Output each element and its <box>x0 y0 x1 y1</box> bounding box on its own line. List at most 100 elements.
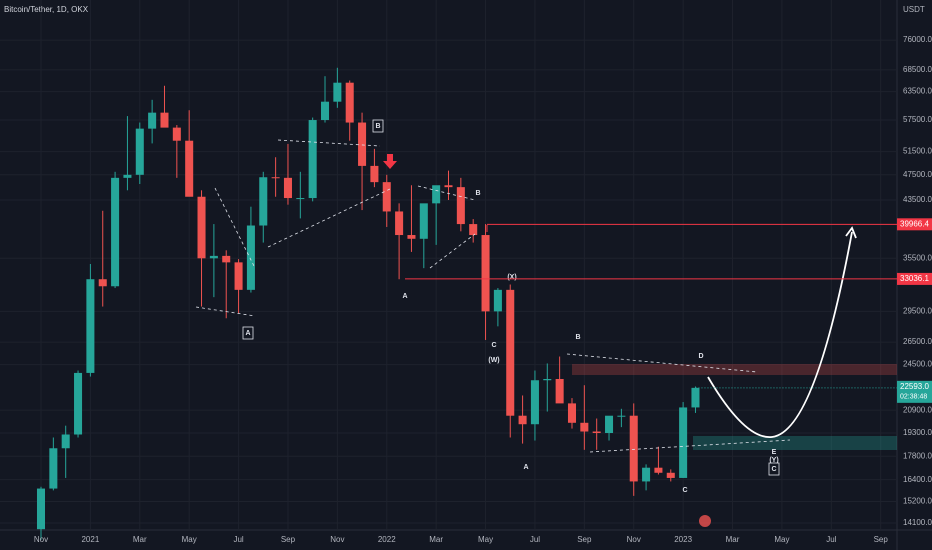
x-tick-label: Mar <box>133 535 147 544</box>
projection-arrowhead <box>845 226 857 239</box>
candle-body <box>160 112 169 128</box>
candle-body <box>271 177 280 179</box>
label-box <box>242 326 254 340</box>
candle-body <box>382 182 391 212</box>
candle-body <box>370 165 379 183</box>
candle-body <box>617 415 626 417</box>
x-tick-label: Nov <box>627 535 641 544</box>
y-tick-label: 76000.0 <box>903 35 932 44</box>
y-tick-label: 26500.0 <box>903 337 932 346</box>
wave-label: B <box>375 123 380 130</box>
candle-body <box>605 415 614 434</box>
y-tick-label: 51500.0 <box>903 147 932 156</box>
axis-unit: USDT <box>903 5 925 14</box>
candle-body <box>185 140 194 197</box>
candle-body <box>543 379 552 381</box>
trendline <box>267 188 391 248</box>
y-tick-label: 63500.0 <box>903 87 932 96</box>
candle-body <box>98 279 107 287</box>
y-tick-label: 19300.0 <box>903 428 932 437</box>
x-tick-label: Sep <box>281 535 296 544</box>
level-price-label: 39966.4 <box>900 219 929 228</box>
support-zone <box>693 436 897 450</box>
wave-label: (W) <box>488 357 499 364</box>
candle-body <box>135 128 144 175</box>
y-tick-label: 20900.0 <box>903 405 932 414</box>
y-tick-label: 14100.0 <box>903 518 932 527</box>
candle-body <box>246 225 255 290</box>
x-tick-label: Nov <box>330 535 344 544</box>
candle-body <box>666 472 675 478</box>
x-tick-label: Mar <box>429 535 443 544</box>
candle-body <box>296 198 305 200</box>
last-price-label: 22593.0 <box>900 382 929 391</box>
x-tick-label: 2022 <box>378 535 396 544</box>
candle-body <box>61 434 70 449</box>
candle-body <box>469 224 478 236</box>
down-arrow <box>383 154 397 169</box>
candle-body <box>148 112 157 129</box>
candle-body <box>444 185 453 188</box>
candle-body <box>209 255 218 259</box>
candle-body <box>49 448 58 489</box>
trendline <box>566 353 758 373</box>
level-price-box <box>897 272 932 285</box>
x-tick-label: 2021 <box>81 535 99 544</box>
label-box <box>372 119 384 133</box>
trendline <box>214 187 256 269</box>
candle-body <box>456 187 465 225</box>
event-icon[interactable] <box>699 515 711 527</box>
wave-label: A <box>523 464 528 471</box>
level-price-label: 33036.1 <box>900 274 929 283</box>
y-tick-label: 68500.0 <box>903 65 932 74</box>
candle-body <box>530 380 539 425</box>
wave-label: (Y) <box>769 457 778 464</box>
x-tick-label: Jul <box>826 535 836 544</box>
candle-body <box>580 422 589 432</box>
candle-body <box>234 262 243 290</box>
candle-body <box>197 196 206 259</box>
candle-body <box>642 467 651 482</box>
x-tick-label: Sep <box>577 535 592 544</box>
countdown: 02:38:48 <box>900 394 927 401</box>
projection-curve <box>707 231 853 438</box>
x-tick-label: May <box>774 535 789 544</box>
wave-label: A <box>402 293 407 300</box>
candle-body <box>407 235 416 239</box>
candle-body <box>283 177 292 199</box>
candle-body <box>432 185 441 204</box>
x-tick-label: May <box>182 535 197 544</box>
chart-title: Bitcoin/Tether, 1D, OKX <box>4 5 89 14</box>
y-tick-label: 57500.0 <box>903 115 932 124</box>
y-tick-label: 47500.0 <box>903 170 932 179</box>
last-price-box <box>897 380 932 403</box>
x-tick-label: May <box>478 535 493 544</box>
x-tick-label: Nov <box>34 535 48 544</box>
x-tick-label: Sep <box>874 535 889 544</box>
candle-body <box>74 372 83 435</box>
label-box <box>768 462 780 476</box>
level-price-box <box>897 218 932 231</box>
y-tick-label: 43500.0 <box>903 195 932 204</box>
candle-body <box>481 235 490 312</box>
trendline <box>417 185 476 201</box>
x-tick-label: Mar <box>726 535 740 544</box>
candle-body <box>111 177 120 287</box>
wave-label: A <box>245 330 250 337</box>
candle-body <box>493 289 502 312</box>
candle-body <box>222 255 231 263</box>
trendline <box>277 139 381 147</box>
candle-body <box>691 387 700 408</box>
candle-body <box>123 174 132 178</box>
y-tick-label: 24500.0 <box>903 360 932 369</box>
wave-label: (X) <box>507 274 516 281</box>
wave-label: D <box>698 353 703 360</box>
wave-label: C <box>682 487 687 494</box>
y-tick-label: 15200.0 <box>903 497 932 506</box>
candle-body <box>654 467 663 473</box>
candle-body <box>321 101 330 121</box>
y-tick-label: 17800.0 <box>903 451 932 460</box>
candle-body <box>345 82 354 123</box>
wave-label: B <box>475 190 480 197</box>
